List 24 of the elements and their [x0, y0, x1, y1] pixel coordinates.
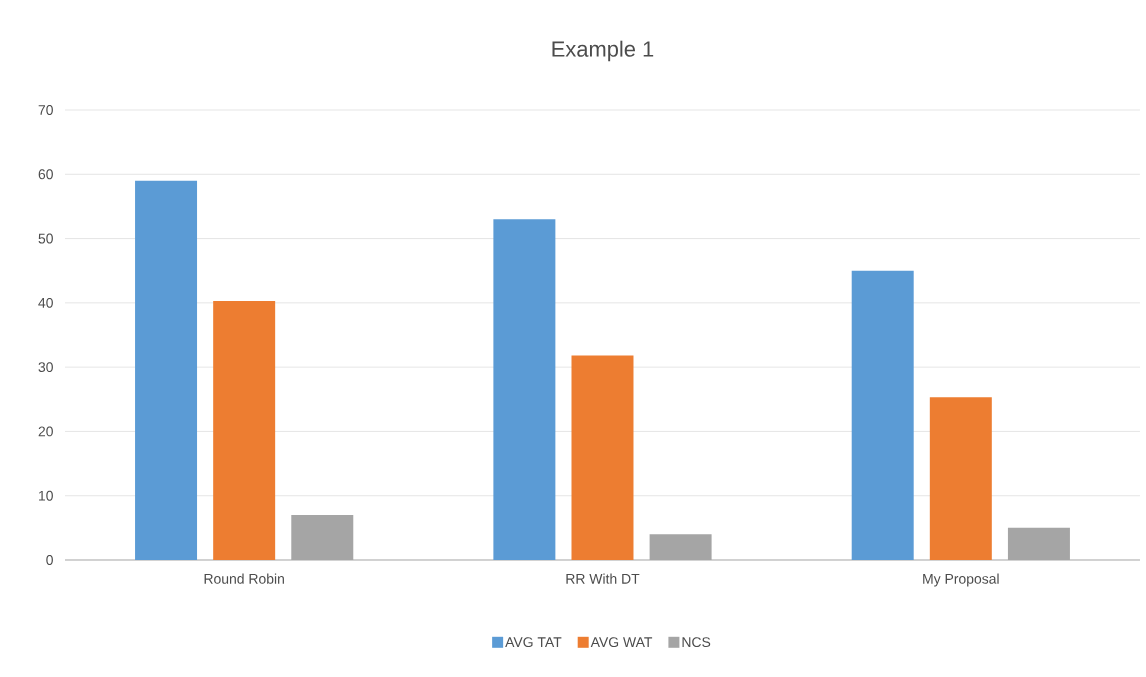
y-tick-label: 20: [38, 426, 53, 437]
bar: [213, 300, 276, 560]
y-tick-label: 30: [38, 362, 53, 373]
bar: [851, 270, 914, 560]
y-tick-label: 60: [38, 169, 53, 180]
bar: [929, 397, 992, 560]
x-tick-label: Round Robin: [204, 573, 284, 584]
y-tick-label: 10: [39, 490, 53, 501]
y-tick-label: 50: [38, 233, 53, 244]
y-tick-label: 70: [38, 105, 53, 115]
bar: [649, 534, 712, 560]
bar: [1007, 527, 1070, 560]
legend-label: AVG WAT: [590, 637, 653, 648]
x-tick-label: RR With DT: [566, 573, 640, 584]
y-tick-label: 40: [38, 297, 53, 308]
x-tick-label: My Proposal: [923, 573, 999, 587]
bar: [291, 515, 354, 560]
bar: [493, 219, 556, 560]
chart-title: Example 1: [552, 40, 654, 62]
bar: [135, 180, 198, 560]
y-tick-label: 0: [46, 555, 53, 565]
legend-label: NCS: [682, 637, 711, 648]
bar: [571, 355, 634, 560]
legend-label: AVG TAT: [505, 637, 562, 648]
